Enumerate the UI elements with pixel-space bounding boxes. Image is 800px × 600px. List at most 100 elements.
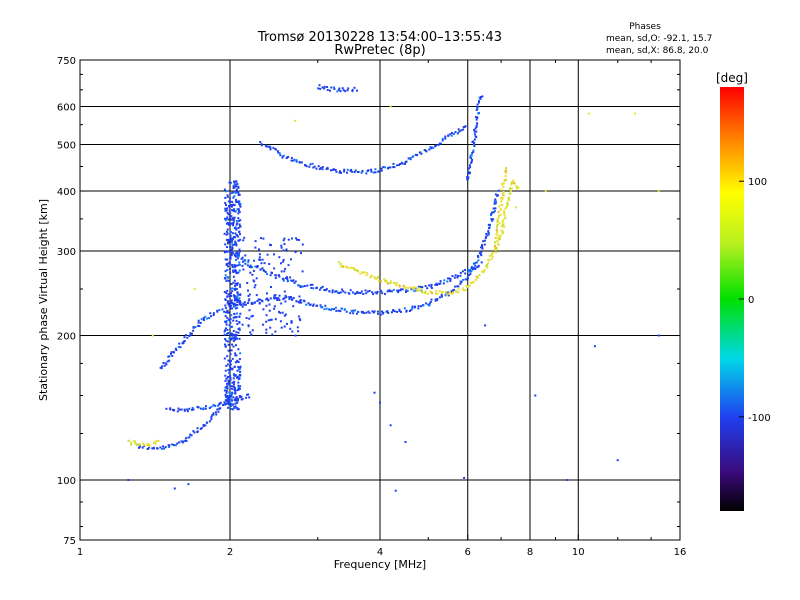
o-mode-point bbox=[279, 311, 282, 314]
o-mode-point bbox=[224, 345, 227, 348]
o-mode-point bbox=[470, 267, 473, 270]
o-mode-point bbox=[485, 235, 488, 238]
o-mode-point bbox=[373, 391, 376, 394]
o-mode-point bbox=[293, 158, 296, 161]
o-mode-point bbox=[275, 297, 278, 300]
o-mode-point bbox=[240, 304, 243, 307]
x-mode-point bbox=[466, 285, 469, 288]
o-mode-point bbox=[462, 278, 465, 281]
o-mode-point bbox=[436, 299, 439, 302]
x-mode-point bbox=[347, 266, 350, 269]
o-mode-point bbox=[492, 211, 495, 214]
o-mode-point bbox=[247, 261, 250, 264]
o-mode-point bbox=[227, 303, 230, 306]
o-mode-point bbox=[280, 270, 283, 273]
o-mode-point bbox=[408, 310, 411, 312]
o-mode-point bbox=[468, 274, 471, 277]
o-mode-point bbox=[473, 138, 476, 141]
o-mode-point bbox=[286, 156, 288, 159]
o-mode-point bbox=[178, 441, 181, 444]
o-mode-point bbox=[363, 312, 366, 315]
o-mode-point bbox=[344, 90, 347, 93]
o-mode-point bbox=[210, 418, 213, 421]
o-mode-point bbox=[211, 414, 214, 417]
o-mode-point bbox=[346, 89, 349, 92]
o-mode-point bbox=[192, 430, 195, 433]
o-mode-point bbox=[185, 440, 188, 442]
o-mode-point bbox=[234, 191, 237, 194]
o-mode-point bbox=[229, 378, 232, 381]
o-mode-point bbox=[298, 295, 301, 298]
o-mode-point bbox=[354, 292, 356, 295]
o-mode-point bbox=[462, 126, 465, 129]
o-mode-point bbox=[219, 407, 222, 410]
o-mode-point bbox=[420, 152, 423, 155]
o-mode-point bbox=[187, 436, 190, 439]
o-mode-point bbox=[235, 234, 238, 237]
o-mode-point bbox=[237, 227, 240, 229]
o-mode-point bbox=[232, 305, 235, 308]
o-mode-point bbox=[487, 223, 490, 226]
o-mode-point bbox=[227, 349, 230, 352]
o-mode-point bbox=[478, 96, 481, 99]
o-mode-point bbox=[225, 204, 227, 206]
o-mode-point bbox=[224, 207, 227, 210]
o-mode-point bbox=[230, 337, 233, 340]
o-mode-point bbox=[288, 298, 291, 301]
o-mode-point bbox=[241, 305, 244, 308]
x-mode-point bbox=[501, 220, 504, 223]
o-mode-point bbox=[343, 168, 346, 171]
o-mode-point bbox=[247, 295, 250, 297]
x-mode-point bbox=[504, 207, 507, 210]
o-mode-point bbox=[243, 259, 246, 261]
o-mode-point bbox=[419, 151, 422, 154]
o-mode-point bbox=[251, 273, 254, 276]
o-mode-point bbox=[474, 262, 477, 265]
x-mode-point bbox=[387, 282, 390, 285]
o-mode-point bbox=[405, 291, 407, 293]
o-mode-point bbox=[280, 246, 283, 249]
o-mode-point bbox=[417, 285, 420, 288]
o-mode-point bbox=[197, 319, 200, 322]
y-tick-label: 400 bbox=[57, 187, 76, 198]
o-mode-point bbox=[422, 304, 425, 307]
o-mode-point bbox=[227, 343, 230, 346]
o-mode-point bbox=[238, 223, 241, 226]
o-mode-point bbox=[298, 300, 301, 303]
o-mode-point bbox=[227, 332, 230, 335]
o-mode-point bbox=[204, 407, 207, 410]
x-mode-point bbox=[359, 272, 362, 275]
o-mode-point bbox=[147, 446, 150, 449]
x-mode-point bbox=[134, 440, 136, 443]
o-mode-point bbox=[233, 195, 236, 198]
o-mode-point bbox=[208, 420, 211, 423]
o-mode-point bbox=[471, 152, 474, 155]
o-mode-point bbox=[234, 307, 237, 310]
o-mode-point bbox=[210, 405, 213, 408]
o-mode-point bbox=[317, 87, 320, 90]
o-mode-point bbox=[243, 303, 246, 306]
o-mode-point bbox=[307, 302, 310, 305]
o-mode-point bbox=[226, 309, 229, 312]
o-mode-point bbox=[439, 280, 442, 283]
o-mode-point bbox=[252, 269, 255, 272]
x-mode-point bbox=[446, 293, 449, 296]
x-mode-point bbox=[470, 282, 473, 284]
o-mode-point bbox=[326, 89, 329, 91]
x-mode-point bbox=[487, 262, 489, 265]
o-mode-point bbox=[234, 295, 237, 298]
x-mode-point bbox=[505, 171, 508, 174]
o-mode-point bbox=[237, 271, 240, 274]
o-mode-point bbox=[227, 276, 230, 279]
o-mode-point bbox=[228, 395, 231, 398]
o-mode-point bbox=[247, 324, 250, 327]
o-mode-point bbox=[164, 446, 167, 449]
o-mode-point bbox=[294, 251, 297, 254]
o-mode-point bbox=[235, 228, 238, 231]
o-mode-point bbox=[319, 167, 322, 170]
o-mode-point bbox=[232, 396, 235, 399]
o-mode-point bbox=[248, 298, 251, 301]
o-mode-point bbox=[184, 334, 187, 337]
o-mode-point bbox=[232, 186, 235, 189]
x-mode-point bbox=[341, 265, 344, 268]
